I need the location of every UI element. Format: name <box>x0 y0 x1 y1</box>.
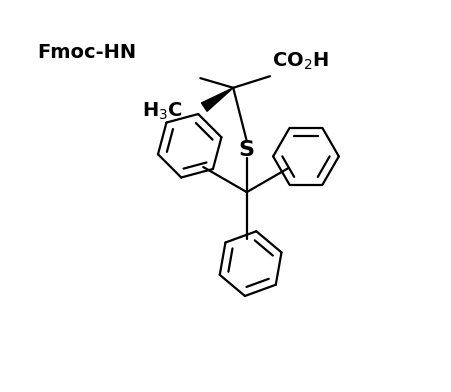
Text: S: S <box>239 140 255 160</box>
Text: CO$_2$H: CO$_2$H <box>272 51 329 73</box>
Text: H$_3$C: H$_3$C <box>142 100 183 122</box>
Text: Fmoc-HN: Fmoc-HN <box>37 43 136 62</box>
Polygon shape <box>202 88 233 111</box>
